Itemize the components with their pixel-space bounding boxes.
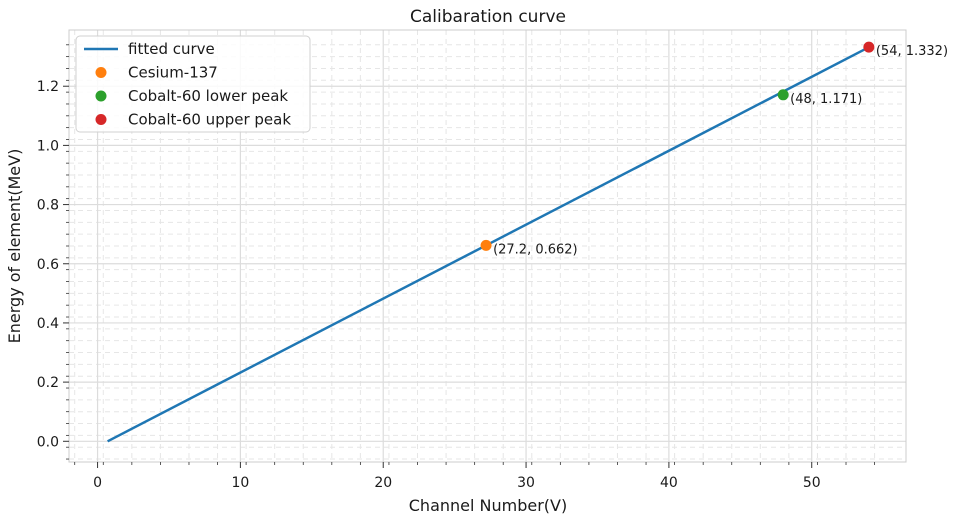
legend-entry-label: fitted curve [128,40,215,58]
y-tick-label: 0.8 [37,198,59,214]
series-layer [107,41,875,443]
x-tick-label: 20 [374,475,392,491]
chart-title: Calibaration curve [410,7,566,27]
legend-marker-swatch [95,67,107,78]
y-tick-label: 1.2 [37,79,59,95]
x-axis: 0 10 20 30 40 50 [74,462,875,491]
y-tick-label: 0.0 [37,434,59,450]
annotation-layer: (27.2, 0.662) (48, 1.171) (54, 1.332) [493,44,948,257]
legend-marker-swatch [95,90,107,102]
data-point [863,41,875,53]
y-axis: 0.0 0.2 0.4 0.6 0.8 1.0 1.2 [37,44,69,460]
x-tick-label: 10 [231,475,249,491]
x-tick-label: 40 [660,475,678,491]
data-point [480,239,492,251]
legend: fitted curve Cesium-137 Cobalt-60 lower pe… [75,35,311,133]
legend-entry-label: Cobalt-60 lower peak [128,87,288,105]
point-annotation: (48, 1.171) [790,92,862,107]
y-tick-label: 0.4 [37,316,59,332]
y-tick-label: 0.6 [37,257,59,273]
x-tick-label: 0 [93,475,102,491]
x-axis-label: Channel Number(V) [409,496,567,515]
point-annotation: (27.2, 0.662) [493,242,578,257]
x-tick-label: 50 [803,475,821,491]
legend-entry-label: Cobalt-60 upper peak [128,111,291,129]
data-point [777,89,789,101]
point-annotation: (54, 1.332) [876,44,948,59]
legend-marker-swatch [95,114,107,125]
x-tick-label: 30 [517,475,535,491]
y-tick-label: 0.2 [37,375,59,391]
y-axis-label: Energy of element(MeV) [5,149,24,344]
y-tick-label: 1.0 [37,138,59,154]
legend-entry-label: Cesium-137 [128,64,218,82]
legend-box [75,35,311,133]
